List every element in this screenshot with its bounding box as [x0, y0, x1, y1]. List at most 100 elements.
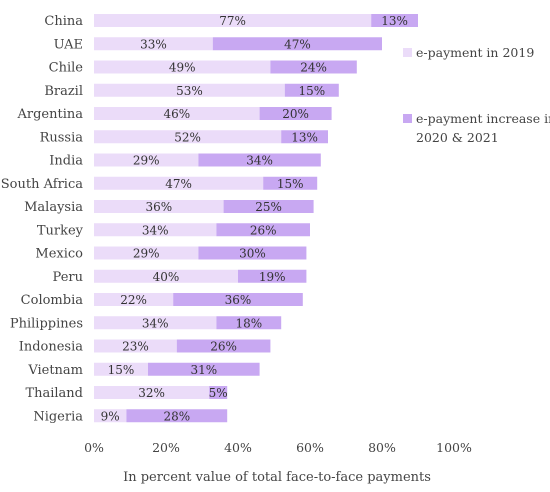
data-label: 15%: [108, 363, 135, 377]
data-label: 15%: [298, 84, 325, 98]
category-label: Philippines: [10, 316, 83, 331]
data-label: 32%: [138, 386, 165, 400]
bar-segment-2019: [94, 176, 264, 190]
bar-segment-increase: [212, 37, 382, 51]
bar-segment-increase: [173, 293, 303, 306]
data-label: 29%: [133, 154, 160, 168]
bar-segment-2019: [94, 200, 224, 213]
data-label: 15%: [277, 177, 304, 191]
bar-segment-2019: [94, 316, 217, 330]
category-label: Turkey: [37, 223, 84, 238]
category-label: Nigeria: [33, 409, 83, 424]
bar-segment-2019: [94, 269, 238, 283]
data-label: 77%: [219, 14, 246, 28]
data-label: 52%: [174, 130, 201, 144]
bar-segment-increase: [176, 339, 271, 353]
legend-label-increase: e-payment increase in 2020 & 2021: [416, 111, 550, 145]
category-label: Peru: [53, 270, 83, 285]
category-label: Malaysia: [24, 200, 83, 215]
bar-segment-increase: [371, 14, 418, 27]
bar-segment-increase: [284, 83, 339, 97]
x-tick-label: 60%: [296, 440, 324, 455]
bar-segment-2019: [94, 130, 282, 144]
bar-segment-2019: [94, 153, 199, 167]
bar-segment-2019: [94, 339, 177, 353]
data-label: 36%: [145, 200, 172, 214]
data-label: 13%: [381, 14, 408, 28]
data-label: 47%: [284, 37, 311, 51]
data-label: 36%: [225, 293, 252, 307]
bar-segment-increase: [216, 223, 310, 237]
category-label: Russia: [40, 130, 84, 145]
bar-segment-2019: [94, 37, 213, 51]
bar-segment-increase: [259, 107, 332, 120]
category-label: Argentina: [17, 107, 84, 122]
x-tick-label: 20%: [152, 440, 180, 455]
data-label: 9%: [101, 409, 120, 423]
category-label: Colombia: [21, 293, 84, 308]
category-label: Brazil: [44, 84, 83, 99]
category-label: India: [49, 154, 83, 169]
legend: e-payment in 2019 e-payment increase in 20…: [403, 45, 550, 145]
bar-segment-increase: [198, 246, 307, 260]
bar-segment-increase: [281, 130, 328, 144]
bar-segment-2019: [94, 107, 260, 120]
data-label: 46%: [163, 107, 190, 121]
data-label: 13%: [291, 130, 318, 144]
category-label: Vietnam: [27, 363, 83, 378]
category-label: South Africa: [1, 177, 83, 192]
data-label: 26%: [250, 223, 277, 237]
bar-segment-increase: [148, 362, 260, 376]
legend-swatch-increase: [403, 114, 412, 123]
bar-segment-increase: [216, 316, 282, 330]
bar-segment-2019: [94, 362, 148, 376]
data-label: 40%: [153, 270, 180, 284]
x-axis-ticks: 0% 20% 40% 60% 80% 100%: [84, 440, 472, 455]
category-labels: China UAE Chile Brazil Argentina Russia India S…: [1, 14, 84, 424]
data-label: 29%: [133, 247, 160, 261]
data-label: 33%: [140, 37, 167, 51]
data-label: 53%: [176, 84, 203, 98]
x-axis-label: In percent value of total face-to-face p…: [123, 470, 431, 485]
data-label: 26%: [210, 340, 237, 354]
bars-layer: 77% 13% 33% 47% 49% 24% 53% 15% 46% 20% 52% 13% 29% 3…: [94, 14, 418, 423]
category-label: UAE: [54, 37, 83, 52]
data-label: 24%: [300, 61, 327, 75]
data-label: 49%: [169, 61, 196, 75]
data-label: 47%: [165, 177, 192, 191]
bar-segment-2019: [94, 223, 217, 237]
data-label: 28%: [163, 409, 190, 423]
bar-segment-increase: [263, 176, 318, 190]
category-label: Thailand: [25, 386, 83, 401]
x-tick-label: 100%: [436, 440, 472, 455]
category-label: Mexico: [35, 247, 83, 262]
category-label: Chile: [49, 61, 84, 76]
data-label: 30%: [239, 247, 266, 261]
bar-segment-increase: [223, 200, 314, 213]
bar-segment-increase: [270, 60, 357, 74]
bar-segment-2019: [94, 60, 271, 74]
bar-segment-2019: [94, 386, 210, 399]
data-label: 20%: [282, 107, 309, 121]
legend-label-2019: e-payment in 2019: [416, 45, 534, 60]
data-label: 34%: [142, 316, 169, 330]
data-label: 22%: [120, 293, 147, 307]
bar-segment-increase: [126, 409, 228, 423]
data-label: 23%: [122, 340, 149, 354]
data-label: 31%: [190, 363, 217, 377]
bar-segment-2019: [94, 409, 127, 423]
x-tick-label: 80%: [368, 440, 396, 455]
bar-segment-increase: [209, 386, 228, 399]
data-label: 25%: [255, 200, 282, 214]
x-tick-label: 40%: [224, 440, 252, 455]
data-label: 18%: [235, 316, 262, 330]
bar-segment-2019: [94, 246, 199, 260]
category-label: China: [44, 14, 83, 29]
bar-segment-2019: [94, 83, 285, 97]
data-label: 34%: [246, 154, 273, 168]
bar-segment-increase: [238, 269, 307, 283]
data-label: 5%: [209, 386, 228, 400]
category-label: Indonesia: [19, 340, 84, 355]
data-label: 34%: [142, 223, 169, 237]
